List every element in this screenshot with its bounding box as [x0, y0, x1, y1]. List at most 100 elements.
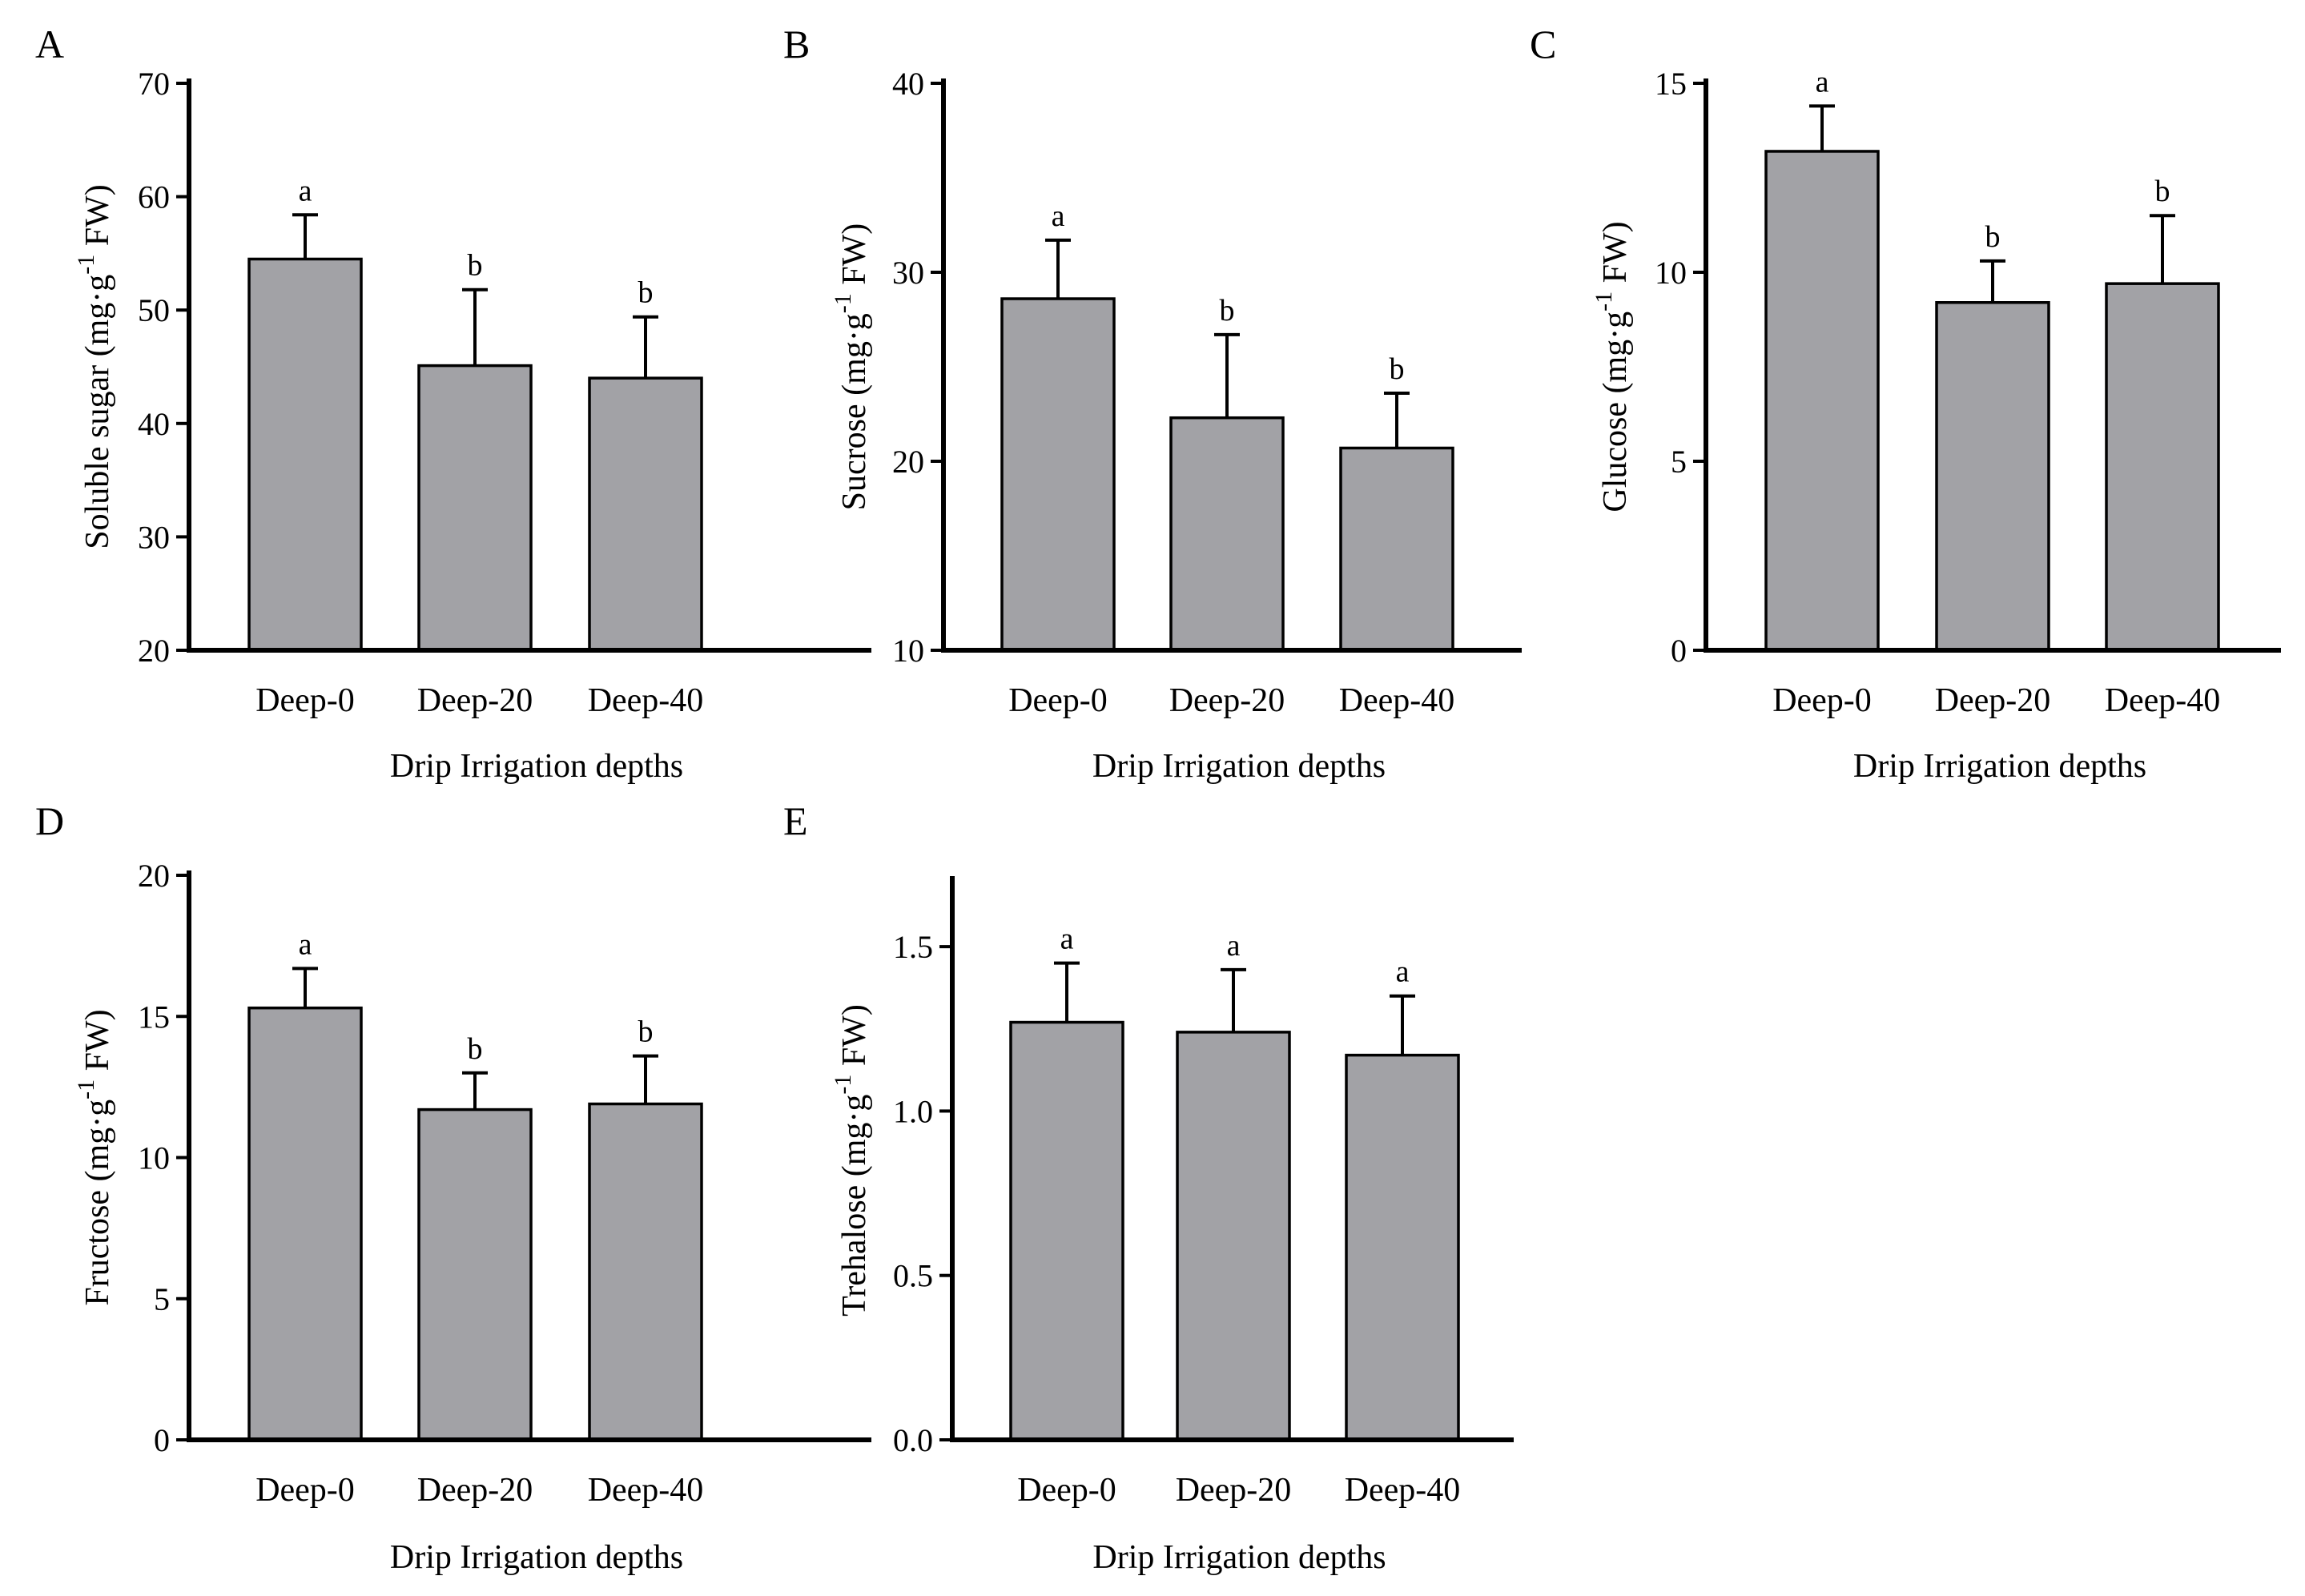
- panel-b-errorbar-2: [1214, 332, 1240, 418]
- panel-c-category-label-3: Deep-40: [2105, 682, 2221, 719]
- panel-c-significance-1: a: [1816, 65, 1829, 98]
- panel-d-letter: D: [35, 798, 64, 843]
- panel-a-x-axis-title: Drip Irrigation depths: [390, 748, 683, 785]
- panel-d-ytick-label-1: 0: [154, 1422, 170, 1458]
- panel-c-errorbar-3: [2150, 214, 2175, 284]
- panel-e-errorbar-1: [1054, 961, 1080, 1023]
- panel-a-bar-1: [247, 257, 363, 652]
- panel-e-ytick-label-3: 1.0: [893, 1093, 933, 1129]
- panel-a-ytick-label-6: 70: [138, 66, 170, 102]
- panel-e-bar-2: [1176, 1031, 1291, 1441]
- panel-e-significance-1: a: [1060, 923, 1074, 956]
- panel-d: Da Deep-0 b Deep-20 b Deep-40 0 5 10 15 20 Drip Irr…: [35, 798, 871, 1576]
- panel-c-ytick-label-2: 5: [1671, 444, 1687, 480]
- panel-b-bar-3: [1339, 446, 1454, 652]
- panel-b-category-label-1: Deep-0: [1008, 682, 1108, 719]
- panel-d-category-label-1: Deep-0: [255, 1472, 355, 1509]
- panel-d-x-axis-title: Drip Irrigation depths: [390, 1539, 683, 1576]
- panel-e-significance-2: a: [1227, 929, 1241, 963]
- panel-d-ytick-label-5: 20: [138, 858, 170, 894]
- panel-a-category-label-2: Deep-20: [417, 682, 533, 719]
- panel-a-significance-1: a: [299, 174, 312, 207]
- panel-a-errorbar-3: [633, 315, 658, 379]
- panel-a-ytick-label-1: 20: [138, 633, 170, 669]
- panel-b-significance-2: b: [1220, 294, 1235, 328]
- panel-e-ytick-label-4: 1.5: [893, 929, 933, 965]
- panel-c-bar-3: [2105, 282, 2220, 652]
- panel-c-errorbar-2: [1980, 259, 2005, 303]
- panel-c-bar-1: [1764, 150, 1880, 652]
- panel-d-bar-3: [588, 1102, 703, 1441]
- panel-e-x-axis-title: Drip Irrigation depths: [1092, 1539, 1386, 1576]
- panel-d-category-label-3: Deep-40: [588, 1472, 704, 1509]
- panel-b-category-label-3: Deep-40: [1339, 682, 1455, 719]
- panel-a-ytick-label-3: 40: [138, 406, 170, 442]
- panel-a-bar-3: [588, 376, 703, 652]
- panel-a-errorbar-2: [462, 287, 488, 366]
- panel-b-category-label-2: Deep-20: [1169, 682, 1285, 719]
- panel-e-category-label-3: Deep-40: [1345, 1472, 1461, 1509]
- panel-d-ytick-label-2: 5: [154, 1281, 170, 1317]
- panel-d-significance-1: a: [299, 927, 312, 961]
- panel-b-ytick-label-4: 40: [892, 66, 924, 102]
- panel-d-category-label-2: Deep-20: [417, 1472, 533, 1509]
- panel-b-bar-1: [1000, 297, 1116, 652]
- panel-b-y-axis-title: Sucrose (mg·g-1 FW): [830, 223, 873, 511]
- panel-b-ytick-label-1: 10: [892, 633, 924, 669]
- panel-b-bar-2: [1169, 416, 1285, 652]
- panel-e-y-axis-title: Trehalose (mg·g-1 FW): [830, 1004, 873, 1317]
- panel-b-letter: B: [783, 22, 810, 66]
- panel-d-ytick-label-3: 10: [138, 1140, 170, 1176]
- panel-a-letter: A: [35, 22, 64, 66]
- panel-e-ytick-label-1: 0.0: [893, 1422, 933, 1458]
- panel-c-significance-3: b: [2155, 175, 2170, 208]
- panel-d-errorbar-2: [462, 1071, 488, 1110]
- panel-c-x-axis-title: Drip Irrigation depths: [1853, 748, 2146, 785]
- panel-b-errorbar-1: [1045, 238, 1071, 300]
- panel-a-errorbar-1: [292, 213, 318, 259]
- panel-b: Ba Deep-0 b Deep-20 b Deep-40 10 20 30 40 Drip Irr…: [783, 22, 1522, 785]
- panel-c-bar-2: [1935, 301, 2050, 652]
- panel-b-ytick-label-3: 30: [892, 255, 924, 291]
- panel-e-bar-1: [1009, 1020, 1124, 1441]
- panel-c-category-label-1: Deep-0: [1772, 682, 1872, 719]
- panel-b-ytick-label-2: 20: [892, 444, 924, 480]
- panel-d-ytick-label-4: 15: [138, 999, 170, 1035]
- panel-e-bar-3: [1345, 1053, 1460, 1441]
- panel-a-ytick-label-2: 30: [138, 519, 170, 555]
- panel-b-significance-3: b: [1390, 352, 1405, 386]
- panel-c-ytick-label-1: 0: [1671, 633, 1687, 669]
- panel-c-ytick-label-4: 15: [1655, 66, 1687, 102]
- panel-a-ytick-label-5: 60: [138, 179, 170, 215]
- panel-d-errorbar-1: [292, 967, 318, 1008]
- panel-a-significance-2: b: [468, 249, 483, 283]
- panel-c-letter: C: [1530, 22, 1556, 66]
- panel-a-y-axis-title: Soluble sugar (mg·g-1 FW): [73, 184, 116, 549]
- panel-e-category-label-2: Deep-20: [1176, 1472, 1292, 1509]
- panel-e-ytick-label-2: 0.5: [893, 1258, 933, 1294]
- panel-d-bar-2: [417, 1108, 533, 1441]
- panel-c-category-label-2: Deep-20: [1935, 682, 2051, 719]
- panel-a: Aa Deep-0 b Deep-20 b Deep-40 20 30 40 50 60 70 Drip…: [35, 22, 871, 785]
- panel-a-category-label-3: Deep-40: [588, 682, 704, 719]
- panel-b-x-axis-title: Drip Irrigation depths: [1092, 748, 1386, 785]
- panel-b-significance-1: a: [1052, 199, 1065, 233]
- panel-a-ytick-label-4: 50: [138, 292, 170, 328]
- panel-e-significance-3: a: [1396, 955, 1410, 989]
- panel-d-significance-2: b: [468, 1032, 483, 1066]
- panel-c-significance-2: b: [1985, 220, 2001, 254]
- panel-e: Ea Deep-0 a Deep-20 a Deep-40 0.0 0.5 1.0 1.5 Drip…: [783, 798, 1514, 1576]
- panel-e-errorbar-2: [1221, 967, 1246, 1032]
- panel-e-letter: E: [783, 798, 808, 843]
- panel-e-category-label-1: Deep-0: [1017, 1472, 1116, 1509]
- panel-d-bar-1: [247, 1006, 363, 1441]
- panel-a-significance-3: b: [638, 276, 654, 310]
- panel-d-significance-3: b: [638, 1015, 654, 1049]
- panel-a-bar-2: [417, 364, 533, 652]
- panel-d-errorbar-3: [633, 1054, 658, 1104]
- panel-d-y-axis-title: Fructose (mg·g-1 FW): [73, 1009, 116, 1305]
- panel-e-errorbar-3: [1390, 994, 1415, 1055]
- panel-c-errorbar-1: [1809, 104, 1835, 151]
- panel-b-errorbar-3: [1384, 392, 1410, 448]
